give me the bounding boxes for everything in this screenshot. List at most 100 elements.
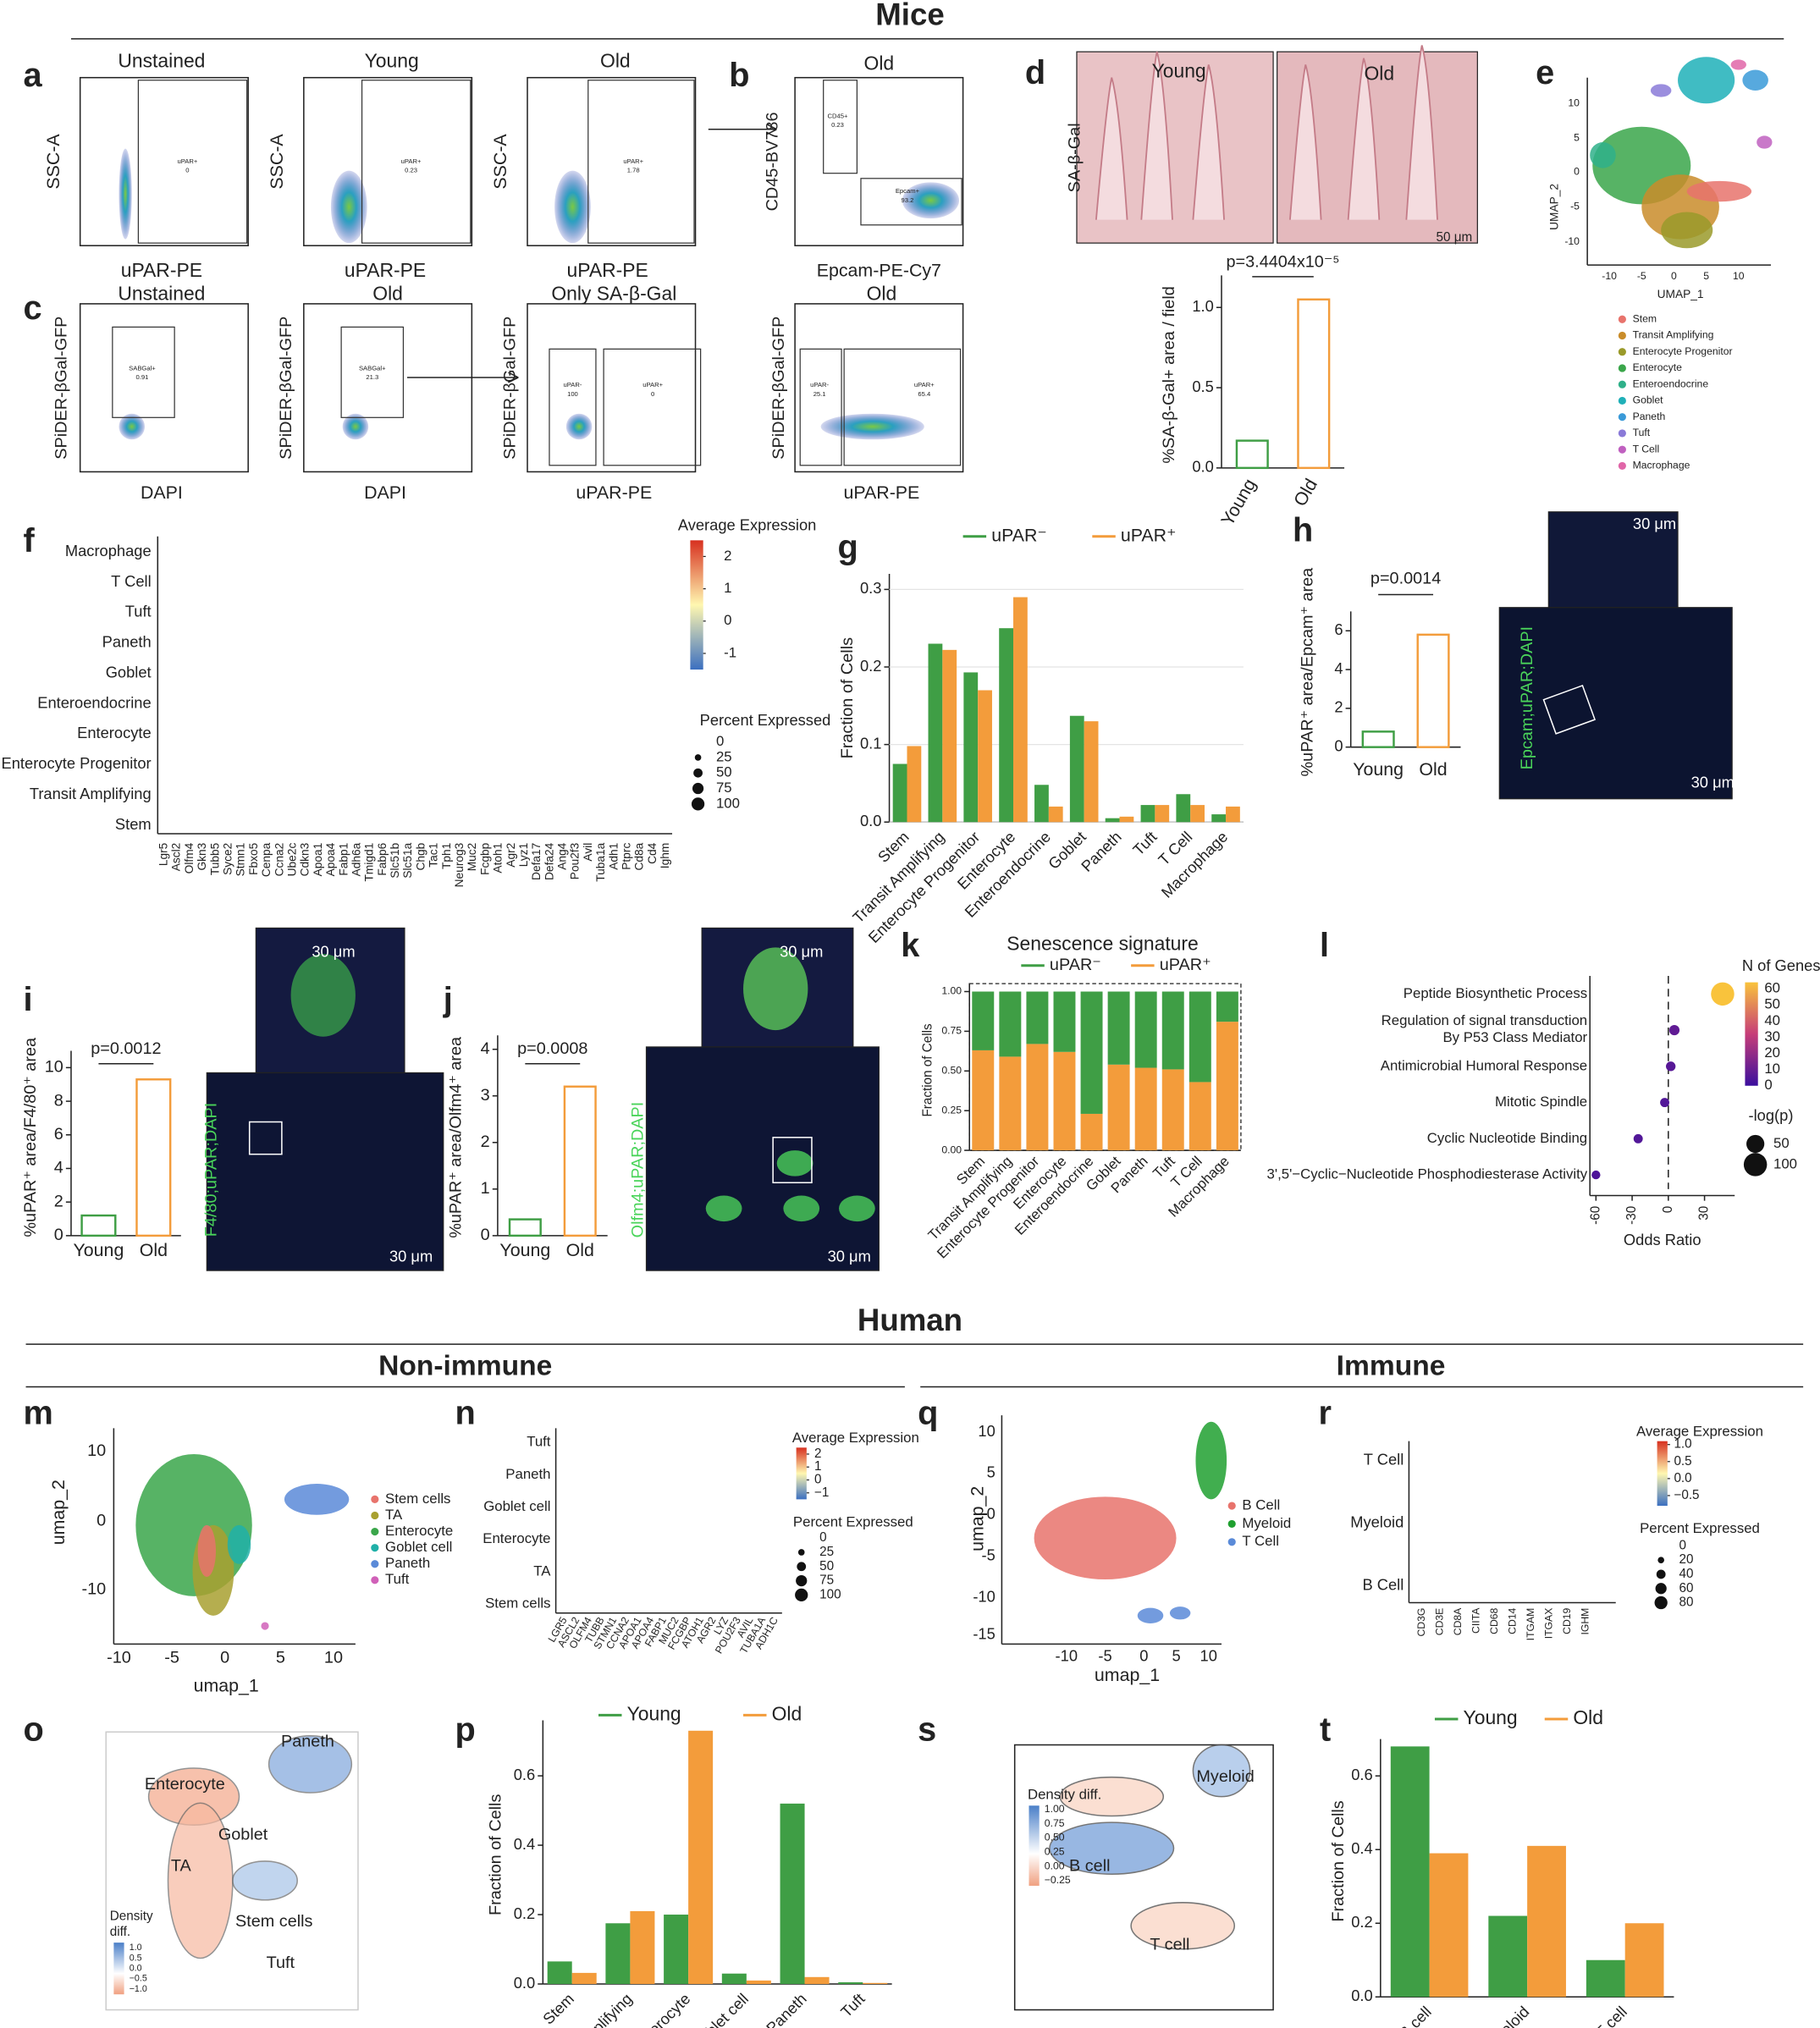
bar (721, 1973, 747, 1985)
legend-swatch (1618, 364, 1626, 372)
bar-segment (1161, 1069, 1184, 1151)
density-region (1059, 1776, 1165, 1817)
bar (1488, 1915, 1528, 1998)
figure-label: Goblet (218, 1826, 268, 1844)
y-tick-label: 0.0 (1192, 458, 1213, 476)
bar (1190, 805, 1205, 823)
size-key-label: 0 (1679, 1538, 1686, 1552)
legend-label: Old (772, 1702, 802, 1724)
x-tick-label: Young (1217, 475, 1260, 529)
figure-label: 30 μm (1633, 515, 1676, 532)
figure-label: SPiDER-βGal-GFP (52, 317, 71, 460)
stained-cell (743, 947, 808, 1031)
bar (1226, 806, 1240, 823)
size-key (797, 1562, 807, 1572)
figure-label: CD45-BV786 (763, 112, 781, 211)
row-label: Myeloid (1350, 1513, 1404, 1530)
bar-segment (972, 1050, 995, 1151)
panel-letter: f (23, 522, 35, 559)
panel-letter: l (1320, 927, 1329, 964)
gene-label: Pou2f3 (569, 842, 582, 879)
figure-label: Old (864, 52, 895, 74)
villus (1347, 58, 1381, 220)
row-label: Enterocyte Progenitor (2, 754, 152, 772)
y-tick-label: 6 (54, 1125, 63, 1144)
gene-label: Lyz1 (517, 843, 530, 868)
panel-letter: c (23, 289, 41, 327)
figure-label: -10 (107, 1648, 131, 1667)
legend-label: uPAR⁺ (1160, 956, 1211, 974)
gene-label: Defa24 (543, 842, 555, 880)
figure-label: 0 (987, 1505, 995, 1523)
figure-label: 10 (324, 1648, 343, 1667)
flow-plot-frame (303, 303, 473, 473)
colorbar-tick-label: 0 (1764, 1077, 1772, 1093)
legend-title: Average Expression (792, 1430, 919, 1446)
legend-swatch (1227, 1538, 1236, 1546)
figure-label: 0.91 (136, 373, 149, 381)
annotation: p=3.4404x10⁻⁵ (1227, 252, 1340, 271)
cluster (1730, 59, 1746, 70)
legend-label: Stem cells (385, 1491, 450, 1507)
panel-letter: h (1293, 512, 1313, 549)
legend-title: N of Genes (1742, 956, 1820, 974)
cluster (1742, 69, 1768, 91)
figure-label: 0.23 (405, 167, 417, 174)
point (1591, 1170, 1601, 1180)
legend-label: uPAR⁻ (991, 525, 1047, 545)
bar (1119, 816, 1134, 823)
legend-label: Goblet (1633, 394, 1664, 406)
legend-label: Goblet cell (385, 1539, 452, 1555)
figure-label: F4/80;uPAR;DAPI (202, 1103, 221, 1237)
legend-label: T Cell (1242, 1533, 1279, 1549)
legend-swatch (371, 1527, 379, 1536)
legend-swatch (371, 1560, 379, 1568)
bar (547, 1961, 572, 1985)
figure-label: Olfm4;uPAR;DAPI (629, 1102, 648, 1238)
figure-label: 10 (978, 1422, 995, 1440)
bar (135, 1078, 172, 1237)
y-tick-label: 1.00 (941, 985, 962, 997)
gene-label: CIITA (1470, 1607, 1481, 1634)
row-label: Goblet (106, 663, 152, 681)
figure-label: uPAR+ (643, 381, 663, 389)
figure-label: Density (110, 1910, 153, 1924)
annotation: p=0.0014 (1371, 569, 1441, 587)
figure-label: 0.0 (130, 1964, 142, 1974)
figure-label: 1.00 (1045, 1803, 1065, 1815)
panel-letter: b (729, 57, 749, 94)
figure-label: Old (1364, 63, 1394, 85)
legend-swatch (1618, 348, 1626, 356)
bar (746, 1980, 771, 1985)
size-key (1743, 1153, 1768, 1177)
panel-letter: t (1320, 1711, 1331, 1749)
legend-title: Average Expression (1636, 1423, 1763, 1439)
size-key-label: 75 (716, 780, 732, 796)
density-region (232, 1860, 298, 1901)
legend-swatch (1227, 1502, 1236, 1510)
bar-segment (1026, 1044, 1049, 1151)
figure-label: Old (372, 282, 403, 304)
row-label: Enterocyte (77, 724, 152, 741)
gate (603, 348, 702, 466)
figure-label: uPAR-PE (576, 482, 652, 503)
bar (1105, 818, 1120, 823)
gate (823, 80, 858, 174)
row-label: Paneth (505, 1466, 550, 1482)
panel-letter: a (23, 57, 42, 94)
flow-plot-frame (303, 76, 473, 246)
figure-label: 50 μm (1437, 230, 1473, 245)
gene-label: Muc2 (466, 843, 478, 872)
x-tick-label: Young (1353, 759, 1404, 780)
legend-label: Myeloid (1242, 1515, 1291, 1531)
gene-label: Chgb (414, 842, 427, 870)
y-tick-label: 0.6 (514, 1766, 535, 1783)
flow-plot-frame (794, 303, 964, 473)
figure-label: 0.50 (1045, 1832, 1065, 1843)
gate (549, 348, 597, 466)
figure-label: CD45+ (828, 113, 848, 120)
gene-label: ITGAM (1525, 1608, 1536, 1641)
colorbar-tick-label: 1 (814, 1459, 821, 1474)
y-axis-label: %uPAR⁺ area/Epcam⁺ area (1299, 567, 1317, 777)
size-key (692, 782, 704, 795)
